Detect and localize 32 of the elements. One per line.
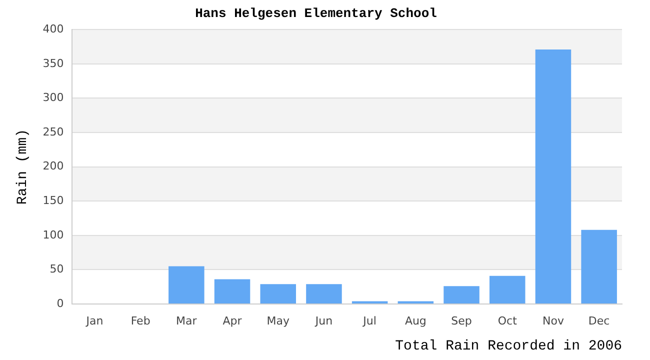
x-tick-label: Feb [130, 314, 150, 328]
y-tick-label: 400 [42, 22, 64, 36]
y-tick-label: 150 [42, 194, 64, 207]
x-tick-label: Aug [404, 314, 426, 328]
x-axis-title: Total Rain Recorded in 2006 [395, 338, 622, 354]
y-axis-title: Rain (mm) [15, 128, 32, 205]
bar [168, 266, 204, 304]
x-tick-label: Oct [498, 314, 518, 328]
y-tick-label: 0 [56, 296, 64, 310]
y-tick-label: 100 [42, 228, 64, 242]
y-tick-label: 200 [42, 160, 64, 173]
bar [444, 286, 480, 304]
y-tick-label: 350 [42, 56, 64, 70]
x-tick-label: Apr [222, 314, 242, 328]
bar [214, 279, 250, 304]
x-tick-label: Nov [542, 314, 564, 328]
x-tick-label: Sep [451, 314, 472, 328]
bar [260, 284, 296, 304]
bar [306, 284, 342, 304]
chart-title: Hans Helgesen Elementary School [195, 6, 438, 22]
x-tick-label: May [266, 314, 290, 328]
y-tick-label: 250 [42, 125, 64, 138]
x-tick-label: Dec [588, 314, 610, 328]
bar [581, 230, 617, 304]
x-tick-label: Jul [362, 314, 376, 328]
y-tick-label: 50 [50, 262, 64, 276]
bar [535, 49, 572, 304]
x-tick-label: Jun [314, 314, 333, 328]
x-tick-label: Mar [176, 314, 198, 328]
x-tick-label: Jan [85, 314, 104, 328]
bar [489, 276, 526, 304]
y-tick-label: 300 [42, 91, 64, 104]
